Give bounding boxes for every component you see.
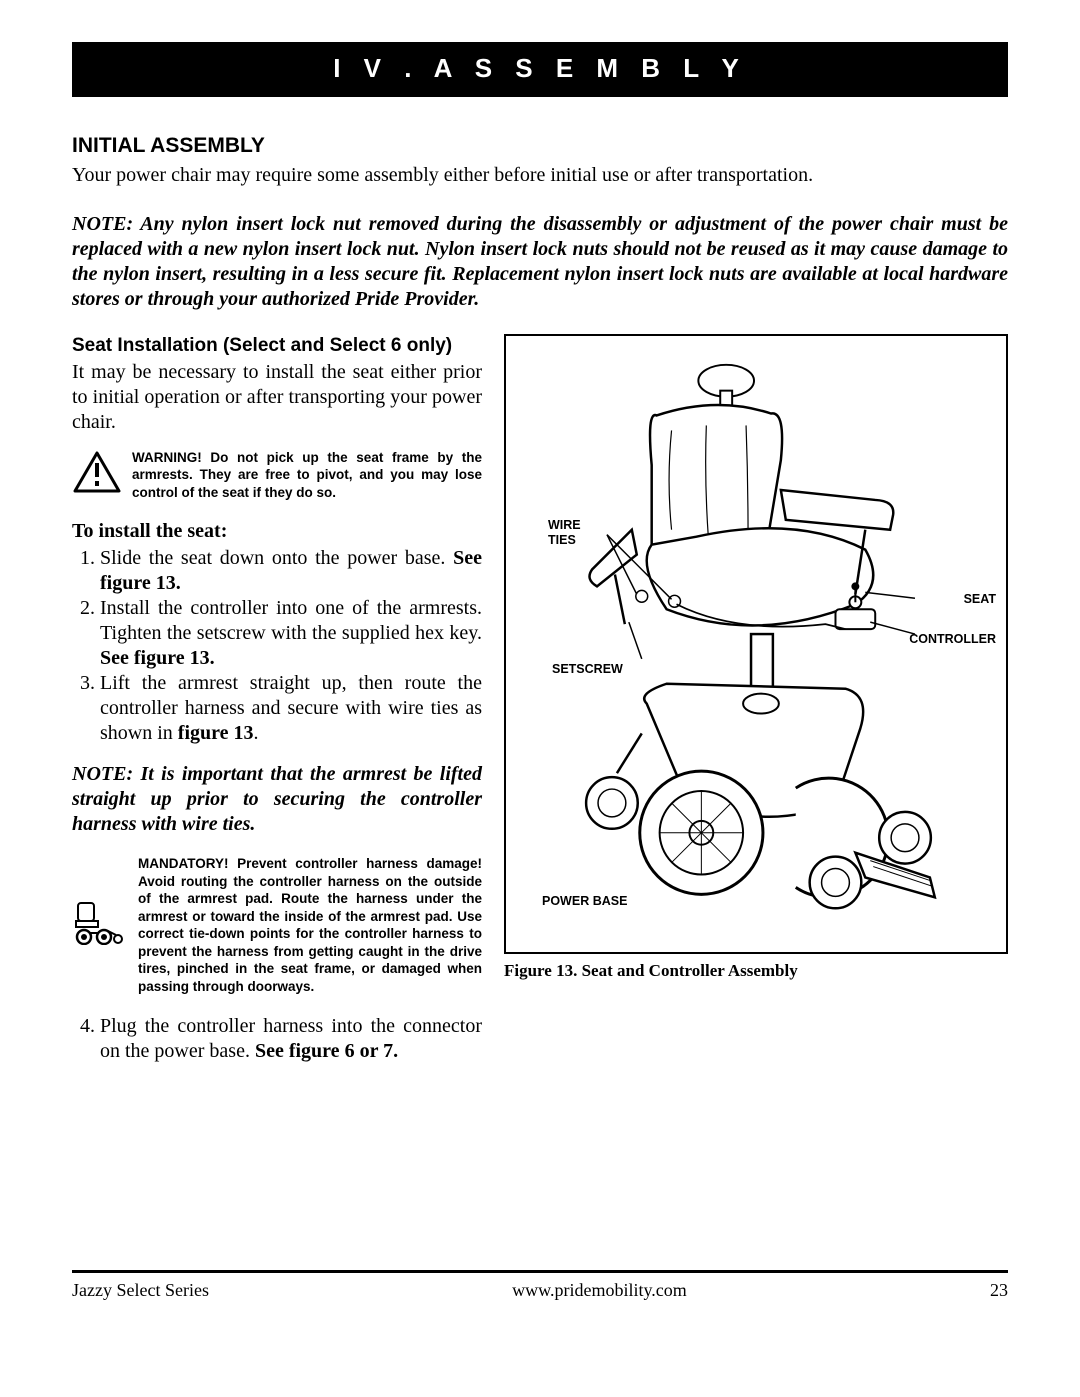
footer-left: Jazzy Select Series: [72, 1279, 209, 1302]
step-2-text: Install the controller into one of the a…: [100, 597, 482, 644]
chapter-header: I V . A S S E M B L Y: [72, 42, 1008, 97]
label-setscrew: SETSCREW: [552, 662, 623, 677]
step-3-ref: figure 13: [178, 722, 254, 744]
warning-callout: WARNING! Do not pick up the seat frame b…: [72, 449, 482, 502]
seat-install-title: Seat Installation (Select and Select 6 o…: [72, 334, 482, 358]
label-power-base: POWER BASE: [542, 894, 627, 909]
step-4: Plug the controller harness into the con…: [100, 1014, 482, 1064]
warning-icon: [72, 449, 122, 493]
step-1: Slide the seat down onto the power base.…: [100, 546, 482, 596]
mandatory-text: MANDATORY! Prevent controller harness da…: [138, 855, 482, 995]
footer-rule: [72, 1270, 1008, 1273]
figure-caption: Figure 13. Seat and Controller Assembly: [504, 960, 1008, 981]
warning-text: WARNING! Do not pick up the seat frame b…: [132, 449, 482, 502]
install-steps-continued: Plug the controller harness into the con…: [72, 1014, 482, 1064]
footer-center: www.pridemobility.com: [512, 1279, 687, 1302]
label-seat: SEAT: [964, 592, 996, 607]
page-container: I V . A S S E M B L Y INITIAL ASSEMBLY Y…: [0, 0, 1080, 1397]
step-3-period: .: [254, 722, 259, 744]
intro-paragraph: Your power chair may require some assemb…: [72, 163, 1008, 188]
footer: Jazzy Select Series www.pridemobility.co…: [72, 1279, 1008, 1302]
note-armrest: NOTE: It is important that the armrest b…: [72, 762, 482, 837]
step-4-ref: See figure 6 or 7.: [255, 1040, 398, 1062]
install-steps-title: To install the seat:: [72, 519, 482, 544]
left-column: Seat Installation (Select and Select 6 o…: [72, 334, 482, 1080]
note-nylon: NOTE: Any nylon insert lock nut removed …: [72, 212, 1008, 312]
label-controller: CONTROLLER: [909, 632, 996, 647]
mandatory-icon: [72, 855, 128, 945]
step-3: Lift the armrest straight up, then route…: [100, 671, 482, 746]
two-column-layout: Seat Installation (Select and Select 6 o…: [72, 334, 1008, 1080]
figure-13: WIRE TIES SEAT CONTROLLER SETSCREW POWER…: [504, 334, 1008, 954]
step-3-text: Lift the armrest straight up, then route…: [100, 672, 482, 744]
install-steps: Slide the seat down onto the power base.…: [72, 546, 482, 746]
mandatory-callout: MANDATORY! Prevent controller harness da…: [72, 855, 482, 995]
seat-install-intro: It may be necessary to install the seat …: [72, 360, 482, 435]
footer-right: 23: [990, 1279, 1008, 1302]
right-column: WIRE TIES SEAT CONTROLLER SETSCREW POWER…: [504, 334, 1008, 1080]
step-1-text: Slide the seat down onto the power base.: [100, 547, 453, 569]
step-2: Install the controller into one of the a…: [100, 596, 482, 671]
section-title: INITIAL ASSEMBLY: [72, 133, 1008, 159]
step-2-ref: See figure 13.: [100, 647, 215, 669]
label-wire-ties: WIRE TIES: [548, 518, 598, 548]
